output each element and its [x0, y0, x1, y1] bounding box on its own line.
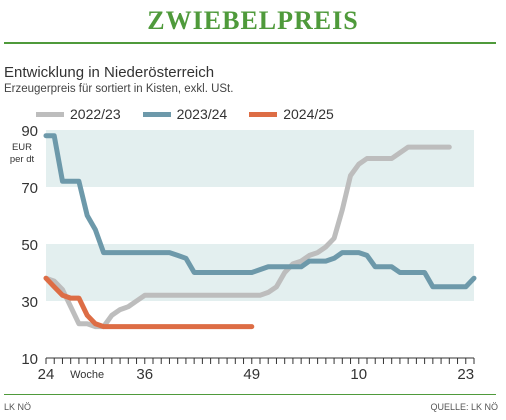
title-divider-top: [4, 42, 496, 44]
grid-band-1: [46, 130, 474, 187]
footer-source-right: QUELLE: LK NÖ: [430, 402, 498, 412]
x-axis: 24 36 49 10 23 Woche: [38, 357, 475, 383]
x-tick-label: 10: [350, 366, 367, 383]
chart-subtitle: Entwicklung in Niederösterreich: [4, 64, 215, 81]
legend-item-2023: 2023/24: [142, 106, 228, 122]
y-axis-unit-label: per dt: [10, 154, 35, 165]
series-line-2023-24: [43, 133, 477, 290]
series-line-2024-25: [43, 275, 255, 330]
legend-item-2024: 2024/25: [249, 106, 334, 122]
y-tick-label: 90: [21, 123, 38, 140]
footer-divider: [4, 394, 496, 395]
legend-label-2022: 2022/23: [70, 106, 121, 122]
x-tick-label: 36: [136, 366, 153, 383]
footer-source-left: LK NÖ: [4, 402, 32, 412]
x-axis-label: Woche: [70, 369, 104, 381]
legend-swatch-2024: [249, 111, 278, 117]
legend-swatch-2023: [142, 111, 171, 117]
legend-swatch-2022: [36, 111, 64, 117]
grid-bands: [46, 130, 474, 301]
y-axis-unit-label: EUR: [12, 142, 32, 153]
series-line-2022-23: [43, 144, 452, 330]
x-tick-label: 23: [457, 366, 474, 383]
chart-legend: 2022/23 2023/24 2024/25: [36, 106, 334, 122]
legend-item-2022: 2022/23: [36, 106, 121, 122]
y-tick-label: 50: [21, 237, 38, 254]
y-tick-label: 70: [21, 180, 38, 197]
y-tick-label: 10: [21, 351, 38, 368]
x-tick-label: 24: [38, 366, 55, 383]
chart-note: Erzeugerpreis für sortiert in Kisten, ex…: [4, 83, 234, 95]
y-tick-label: 30: [21, 294, 38, 311]
series-lines: [43, 133, 477, 330]
x-tick-label: 49: [243, 366, 260, 383]
legend-label-2023: 2023/24: [176, 106, 228, 122]
chart-title: ZWIEBELPREIS: [147, 6, 359, 35]
legend-label-2024: 2024/25: [283, 106, 334, 122]
